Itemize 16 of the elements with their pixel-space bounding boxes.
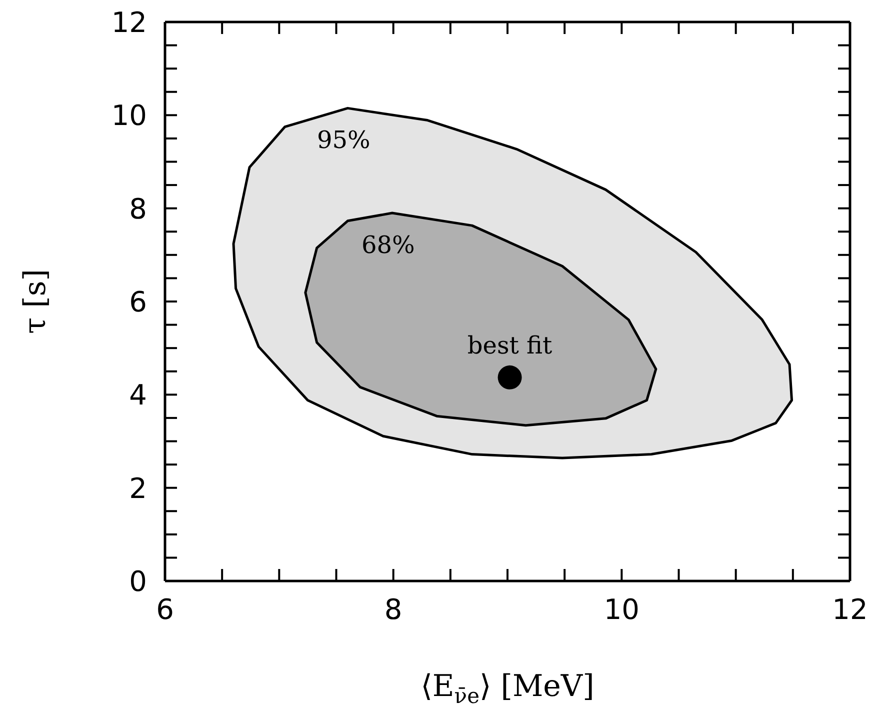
x-tick-label: 8 [384, 592, 402, 626]
y-tick-label: 2 [129, 472, 147, 505]
series-label: best fit [467, 331, 553, 360]
y-tick-label: 8 [129, 192, 147, 226]
y-tick-label: 0 [129, 564, 147, 598]
x-tick-label: 6 [156, 592, 174, 626]
x-tick-label: 10 [604, 592, 640, 626]
y-tick-label: 6 [129, 285, 147, 318]
y-axis-title: τ [s] [18, 269, 53, 334]
series-label: 95% [316, 126, 370, 154]
y-tick-label: 12 [111, 6, 147, 39]
y-tick-label: 10 [111, 99, 147, 132]
y-tick-label: 4 [129, 378, 147, 412]
x-axis-title: ⟨E$_{ν̄e}$⟩ [MeV] [420, 669, 594, 708]
series-label: 68% [362, 230, 415, 259]
x-tick-label: 12 [832, 592, 868, 626]
